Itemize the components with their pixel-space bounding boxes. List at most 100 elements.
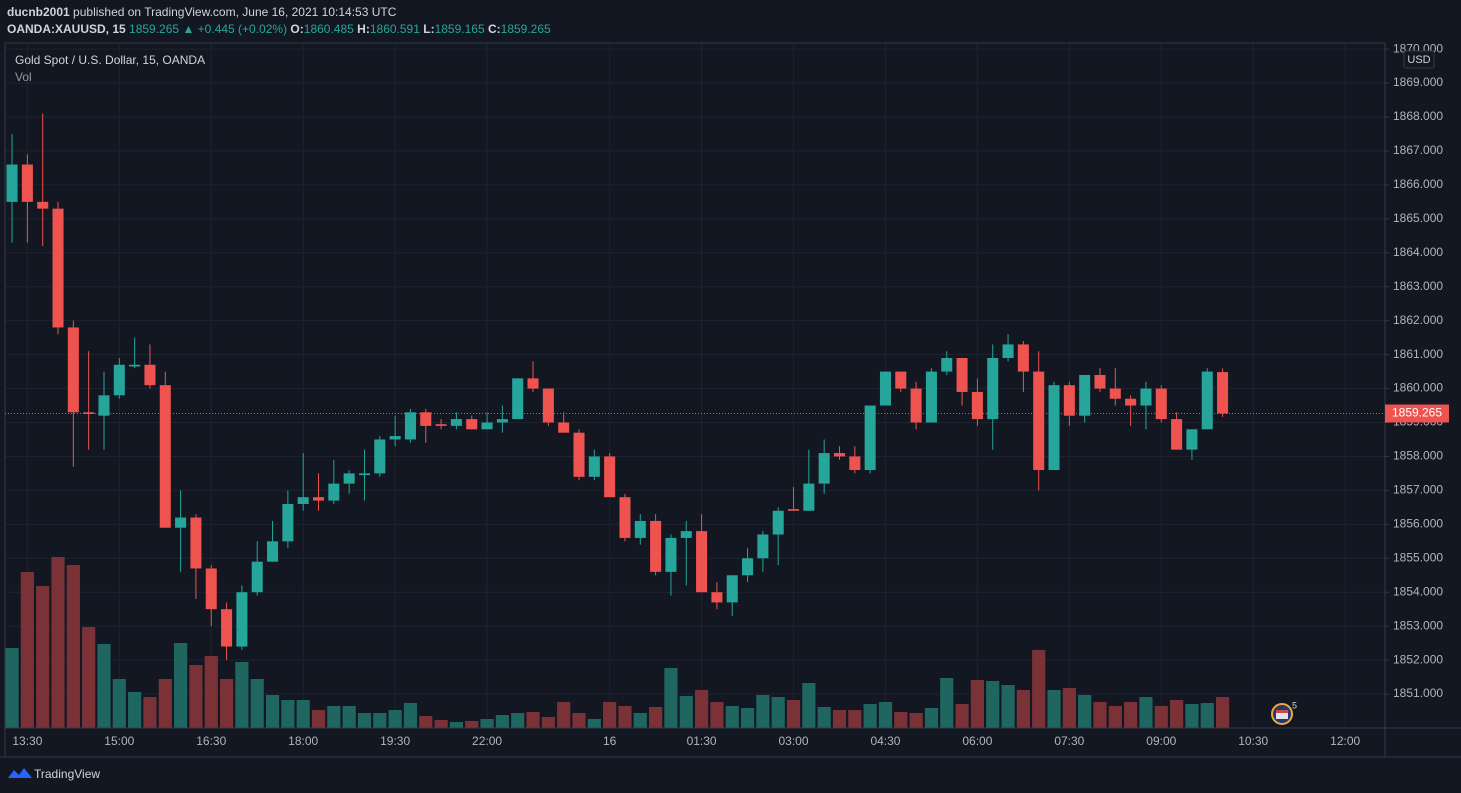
candle-body xyxy=(404,412,416,440)
volume-bar xyxy=(495,715,509,728)
candle-body xyxy=(788,509,800,511)
volume-bar xyxy=(848,710,862,728)
candle-body xyxy=(52,208,64,328)
volume-bar xyxy=(281,700,295,728)
candle-body xyxy=(1063,385,1075,416)
volume-bar xyxy=(541,717,555,728)
last-price-label: 1859.265 xyxy=(1392,406,1442,420)
volume-bar xyxy=(740,708,755,728)
y-tick-label: 1855.000 xyxy=(1393,550,1443,564)
candle-body xyxy=(849,456,861,471)
candle-body xyxy=(619,497,631,538)
y-tick-label: 1857.000 xyxy=(1393,483,1443,497)
candle-body xyxy=(175,517,187,528)
x-tick-label: 13:30 xyxy=(12,734,42,748)
candle-body xyxy=(634,520,646,538)
volume-bar xyxy=(20,572,34,728)
candle-body xyxy=(450,419,462,426)
candle-body xyxy=(1017,344,1029,372)
volume-bar xyxy=(1016,690,1030,728)
author: ducnb2001 xyxy=(7,5,70,19)
volume-bar xyxy=(174,643,188,728)
last-price-box xyxy=(1385,404,1449,423)
candle-body xyxy=(818,453,830,484)
published: published on TradingView.com, June 16, 2… xyxy=(73,5,397,19)
legend-volume: Vol xyxy=(15,70,32,84)
y-tick-label: 1853.000 xyxy=(1393,618,1443,632)
close-value: 1859.265 xyxy=(500,22,551,36)
x-tick-label: 16 xyxy=(603,734,617,748)
volume-bar xyxy=(327,706,341,728)
candle-body xyxy=(481,422,493,430)
candle-body xyxy=(190,517,202,569)
candle-body xyxy=(389,436,401,440)
flag-stripe xyxy=(1276,710,1288,713)
currency: USD xyxy=(1407,54,1430,66)
y-tick-label: 1861.000 xyxy=(1393,347,1443,361)
volume-bar xyxy=(1215,697,1230,728)
volume-bar xyxy=(587,719,601,728)
volume-bar xyxy=(1001,685,1015,728)
volume-bar xyxy=(112,679,126,728)
candle-body xyxy=(941,358,953,372)
volume-bar xyxy=(219,679,234,728)
candle-body xyxy=(1033,371,1045,471)
candle-body xyxy=(466,419,478,430)
volume-bar xyxy=(572,713,586,728)
volume-bar xyxy=(419,716,433,728)
y-tick-label: 1866.000 xyxy=(1393,177,1443,191)
candle-body xyxy=(833,453,846,457)
volume-bar xyxy=(465,721,479,728)
x-tick-label: 12:00 xyxy=(1330,734,1360,748)
volume-bar xyxy=(189,665,203,728)
volume-bar xyxy=(664,668,678,728)
candle-body xyxy=(512,378,524,420)
volume-bar xyxy=(235,662,249,728)
change: +0.445 (+0.02%) xyxy=(197,22,288,36)
volume-bar xyxy=(909,713,923,728)
candle-body xyxy=(420,412,432,426)
candle-body xyxy=(864,405,876,471)
x-tick-label: 10:30 xyxy=(1238,734,1268,748)
candle-body xyxy=(573,432,585,477)
volume-bar xyxy=(1170,700,1184,728)
candle-body xyxy=(588,456,600,477)
volume-bar xyxy=(1185,704,1199,728)
volume-bar xyxy=(51,557,65,728)
volume-bar xyxy=(771,697,785,728)
volume-bar xyxy=(1108,706,1122,728)
y-tick-label: 1852.000 xyxy=(1393,652,1443,666)
candle-body xyxy=(711,592,723,603)
legend-title: Gold Spot / U.S. Dollar, 15, OANDA xyxy=(15,53,206,67)
x-tick-label: 07:30 xyxy=(1054,734,1084,748)
volume-bar xyxy=(342,706,356,728)
y-tick-label: 1867.000 xyxy=(1393,143,1443,157)
candle-body xyxy=(221,609,233,647)
candle-body xyxy=(435,424,447,426)
candle-body xyxy=(1094,374,1106,389)
candle-body xyxy=(37,201,49,209)
x-tick-label: 18:00 xyxy=(288,734,318,748)
candle-body xyxy=(1140,388,1152,406)
event-count: 5 xyxy=(1292,700,1297,710)
candle-body xyxy=(343,473,355,484)
candle-body xyxy=(879,371,891,406)
volume-bar xyxy=(878,702,893,728)
volume-bar xyxy=(1154,706,1168,728)
volume-bar xyxy=(817,707,831,728)
low-label: L: xyxy=(423,22,435,36)
volume-bar xyxy=(434,720,448,728)
volume-bar xyxy=(388,710,402,728)
candle-body xyxy=(67,327,79,413)
candle-body xyxy=(297,497,309,504)
volume-bar xyxy=(970,680,984,728)
volume-bar xyxy=(802,683,816,728)
candle-body xyxy=(328,483,340,501)
candles xyxy=(6,113,1229,661)
candle-body xyxy=(604,456,616,498)
candle-body xyxy=(496,419,508,423)
x-tick-label: 19:30 xyxy=(380,734,410,748)
candle-body xyxy=(910,388,922,423)
volume-bar xyxy=(1047,690,1061,728)
candle-body xyxy=(251,561,263,593)
